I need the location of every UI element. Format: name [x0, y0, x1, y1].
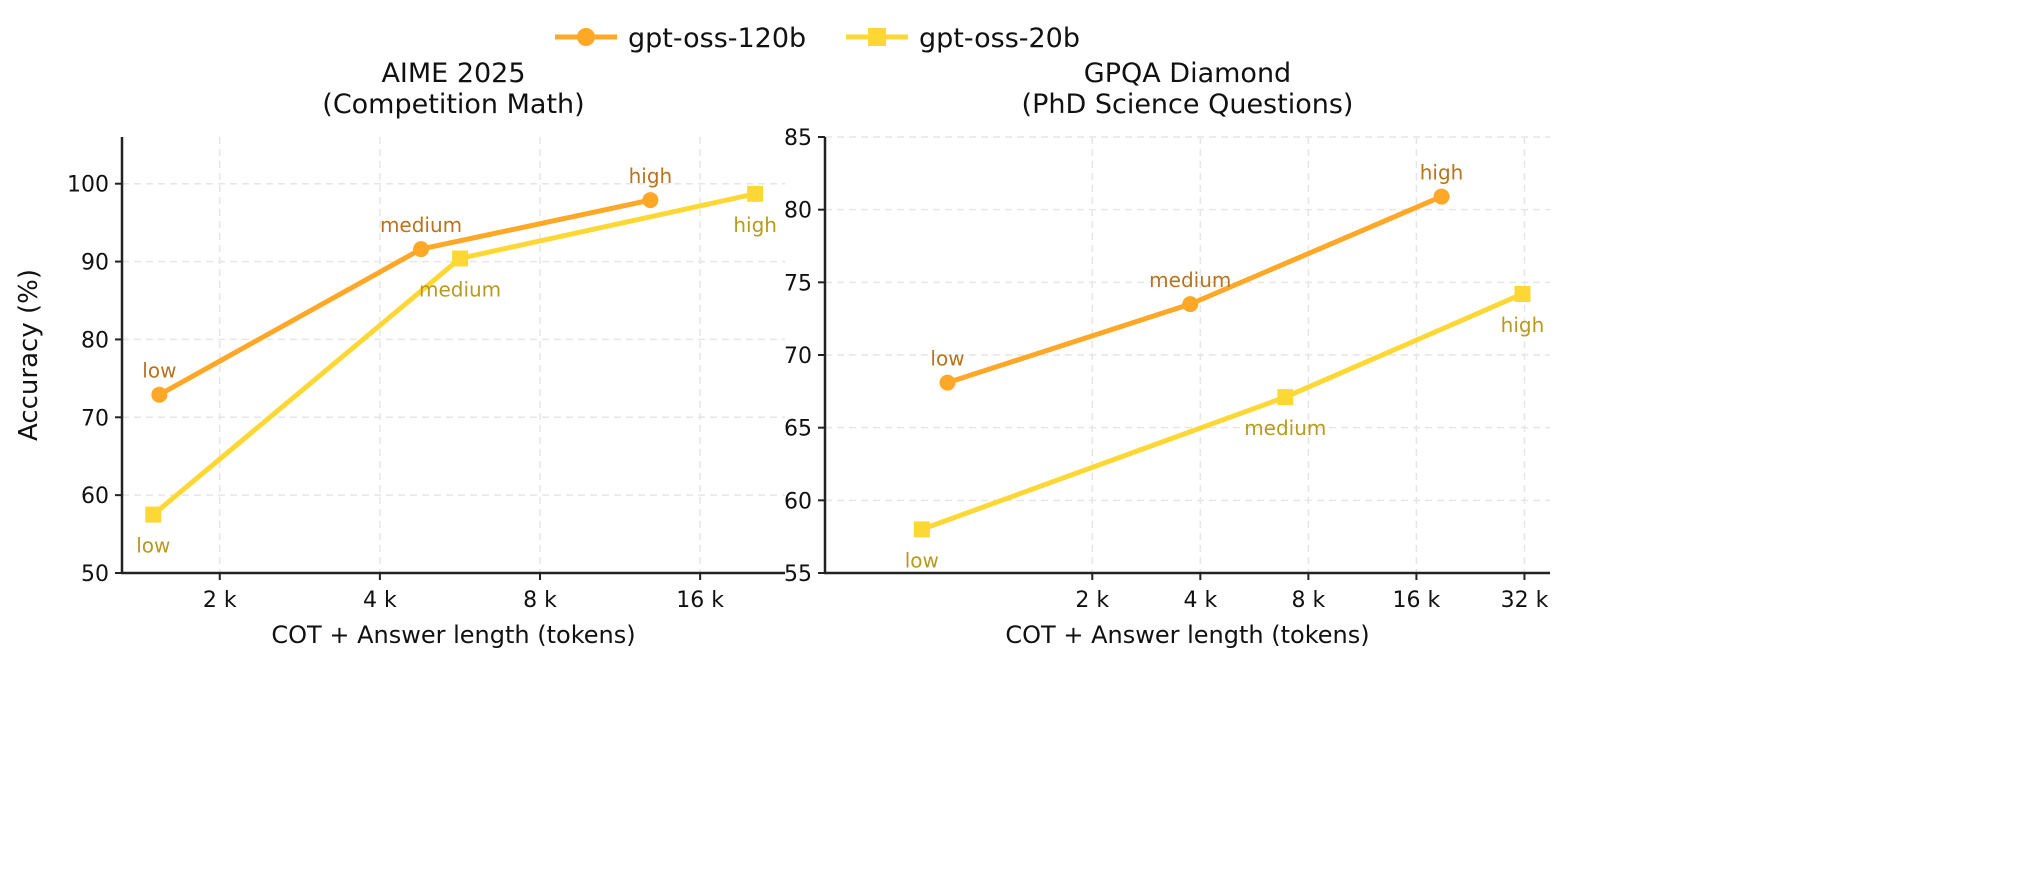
x-tick-label: 32 k — [1501, 588, 1549, 613]
y-tick-label: 65 — [784, 417, 812, 442]
legend-item-gpt-oss-120b: gpt-oss-120b — [555, 23, 806, 54]
data-label: medium — [380, 213, 462, 237]
series-gpt-oss-20b: low medium high — [905, 285, 1545, 572]
y-axis-label: Accuracy (%) — [14, 269, 44, 441]
legend: gpt-oss-120b gpt-oss-20b — [555, 23, 1080, 54]
series-gpt-oss-120b: low medium high — [142, 164, 672, 403]
data-point — [452, 250, 469, 267]
data-label: high — [1501, 313, 1545, 337]
data-point — [642, 192, 659, 209]
chart-1: AIME 2025(Competition Math) 50 60 70 80 90 100… — [14, 58, 785, 649]
data-label: high — [629, 164, 673, 188]
data-label: medium — [1244, 416, 1326, 440]
data-label: low — [930, 347, 964, 371]
data-label: high — [1420, 161, 1464, 185]
y-tick-label: 100 — [67, 173, 109, 198]
x-tick-label: 8 k — [1292, 588, 1326, 613]
data-point — [1182, 296, 1199, 313]
legend-square-marker-icon — [868, 28, 886, 46]
data-label: medium — [419, 277, 501, 301]
data-point — [939, 374, 956, 391]
data-label: low — [136, 534, 170, 558]
x-tick-label: 16 k — [676, 588, 724, 613]
y-tick-label: 55 — [784, 562, 812, 587]
chart-subtitle: (PhD Science Questions) — [1022, 89, 1354, 120]
series-gpt-oss-120b: low medium high — [930, 161, 1463, 391]
data-label: low — [142, 359, 176, 383]
chart-subtitle: (Competition Math) — [322, 89, 584, 120]
y-tick-label: 80 — [81, 328, 109, 353]
chart-title: GPQA Diamond — [1084, 58, 1291, 89]
data-point — [1433, 188, 1450, 205]
x-tick-label: 4 k — [363, 588, 397, 613]
data-point — [151, 386, 168, 403]
y-tick-label: 80 — [784, 199, 812, 224]
data-label: low — [905, 548, 939, 572]
data-point — [1277, 389, 1294, 406]
series-gpt-oss-20b: low medium high — [136, 185, 777, 558]
legend-label: gpt-oss-120b — [628, 23, 806, 54]
y-tick-label: 70 — [784, 344, 812, 369]
data-label: high — [733, 213, 777, 237]
y-tick-label: 60 — [81, 484, 109, 509]
y-tick-label: 60 — [784, 489, 812, 514]
x-tick-label: 4 k — [1183, 588, 1217, 613]
x-tick-label: 2 k — [203, 588, 237, 613]
data-label: medium — [1149, 268, 1231, 292]
legend-item-gpt-oss-20b: gpt-oss-20b — [846, 23, 1080, 54]
x-tick-label: 2 k — [1075, 588, 1109, 613]
data-point — [145, 506, 162, 523]
data-point — [747, 185, 764, 202]
x-axis-label: COT + Answer length (tokens) — [1005, 621, 1369, 649]
y-tick-label: 50 — [81, 562, 109, 587]
y-tick-label: 70 — [81, 406, 109, 431]
y-tick-label: 90 — [81, 251, 109, 276]
y-tick-label: 75 — [784, 271, 812, 296]
data-point — [413, 241, 430, 258]
chart-2: GPQA Diamond(PhD Science Questions) 55 60 6… — [784, 58, 1550, 649]
x-tick-label: 8 k — [523, 588, 557, 613]
x-tick-label: 16 k — [1393, 588, 1441, 613]
series-line — [920, 291, 1524, 532]
legend-label: gpt-oss-20b — [919, 23, 1080, 54]
legend-circle-marker-icon — [577, 28, 595, 46]
data-point — [913, 521, 930, 538]
data-point — [1514, 285, 1531, 302]
x-axis-label: COT + Answer length (tokens) — [271, 621, 635, 649]
chart-title: AIME 2025 — [381, 58, 525, 89]
y-tick-label: 85 — [784, 126, 812, 151]
